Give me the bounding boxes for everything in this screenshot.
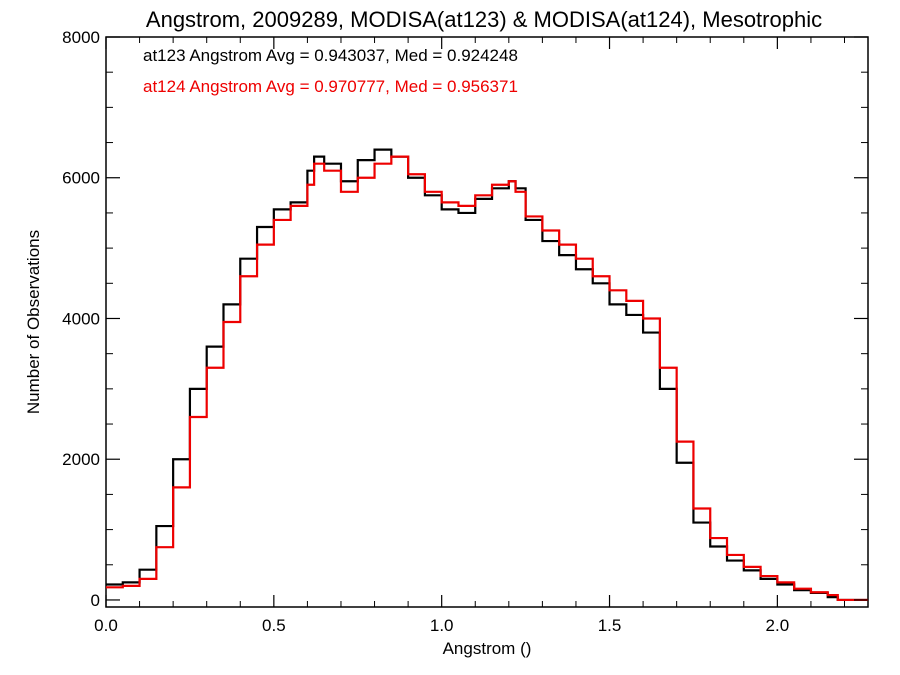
ticks-layer: 0.0 0.5 1.0 1.5 2.0 0 2000 4000 6000 8000 bbox=[62, 28, 868, 635]
x-tick-label: 1.5 bbox=[598, 616, 622, 635]
y-tick-label: 6000 bbox=[62, 169, 100, 188]
series-line-at124 bbox=[106, 155, 868, 602]
y-tick-label: 2000 bbox=[62, 450, 100, 469]
x-tick-label: 1.0 bbox=[430, 616, 454, 635]
y-tick-label: 0 bbox=[91, 591, 100, 610]
x-tick-label: 2.0 bbox=[766, 616, 790, 635]
x-tick-label: 0.0 bbox=[94, 616, 118, 635]
legend-entry-at124: at124 Angstrom Avg = 0.970777, Med = 0.9… bbox=[143, 77, 518, 96]
series-layer bbox=[106, 148, 868, 602]
chart-title: Angstrom, 2009289, MODISA(at123) & MODIS… bbox=[146, 7, 822, 32]
y-tick-label: 4000 bbox=[62, 309, 100, 328]
x-tick-label: 0.5 bbox=[262, 616, 286, 635]
y-axis-label: Number of Observations bbox=[24, 230, 43, 414]
plot-frame bbox=[105, 36, 869, 608]
legend-entry-at123: at123 Angstrom Avg = 0.943037, Med = 0.9… bbox=[143, 46, 518, 65]
y-tick-label: 8000 bbox=[62, 28, 100, 47]
x-axis-label: Angstrom () bbox=[443, 639, 532, 658]
series-line-at123 bbox=[106, 148, 868, 602]
